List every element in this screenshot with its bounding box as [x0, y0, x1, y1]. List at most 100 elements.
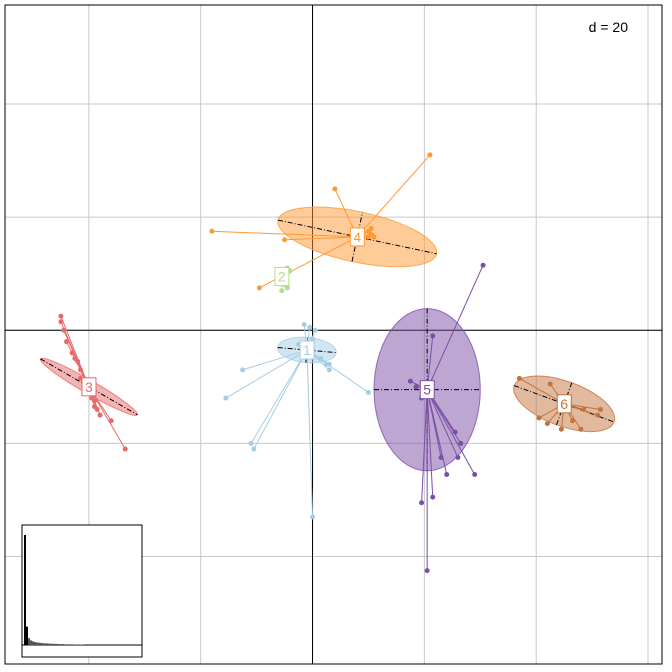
data-point-2 — [279, 288, 285, 294]
data-point-5 — [472, 472, 478, 478]
data-point-1 — [326, 367, 332, 373]
data-point-5 — [480, 262, 486, 268]
eigenvalue-bar — [52, 643, 54, 645]
data-point-5 — [455, 455, 461, 461]
data-point-1 — [248, 440, 254, 446]
star-line-1 — [250, 349, 308, 444]
data-point-6 — [536, 415, 542, 421]
data-point-3 — [89, 395, 95, 401]
eigenvalue-bar — [28, 638, 30, 645]
data-point-1 — [307, 324, 313, 330]
data-point-1 — [365, 389, 371, 395]
ellipse-axis-major — [351, 212, 363, 262]
data-point-5 — [407, 378, 413, 384]
data-point-3 — [72, 356, 78, 362]
eigenvalue-bar — [62, 644, 64, 645]
data-point-4 — [371, 234, 377, 240]
star-line-5 — [426, 389, 476, 475]
data-point-5 — [430, 494, 436, 500]
data-point-5 — [452, 429, 458, 435]
data-point-6 — [570, 418, 576, 424]
plot-border — [4, 4, 663, 665]
eigenvalue-bar — [30, 640, 32, 645]
eigenvalue-bar — [50, 643, 52, 645]
data-point-1 — [223, 395, 229, 401]
data-point-3 — [91, 404, 97, 410]
eigenvalue-bar — [58, 644, 60, 645]
axes-lines — [5, 5, 662, 664]
eigenvalue-bar — [60, 644, 62, 645]
data-point-1 — [251, 446, 257, 452]
star-line-1 — [253, 349, 308, 450]
data-point-5 — [444, 472, 450, 478]
eigenvalue-bar — [44, 643, 46, 645]
star-line-5 — [426, 389, 434, 498]
data-point-1 — [326, 361, 332, 367]
data-point-3 — [58, 319, 64, 325]
data-point-4 — [427, 152, 433, 158]
data-point-1 — [310, 514, 316, 520]
data-point-5 — [438, 455, 444, 461]
group-label-text-3: 3 — [85, 379, 93, 395]
data-point-4 — [332, 186, 338, 192]
data-point-1 — [301, 322, 307, 328]
data-point-3 — [58, 313, 64, 319]
star-line-1 — [225, 349, 308, 399]
data-point-3 — [64, 339, 70, 345]
data-point-1 — [240, 367, 246, 373]
eigenvalue-bar — [40, 642, 42, 645]
data-point-1 — [310, 336, 316, 342]
data-point-3 — [122, 446, 128, 452]
data-point-4 — [282, 237, 288, 243]
data-point-6 — [547, 381, 553, 387]
data-point-4 — [368, 225, 374, 231]
eigenvalue-bar — [46, 643, 48, 645]
star-line-5 — [421, 389, 428, 503]
data-point-3 — [77, 367, 83, 373]
ellipse-axis-minor — [40, 358, 138, 416]
data-point-6 — [544, 421, 550, 427]
group-label-box-2 — [274, 267, 290, 287]
group-ellipses — [39, 206, 616, 472]
data-point-4 — [209, 228, 215, 234]
data-point-5 — [458, 440, 464, 446]
data-point-3 — [108, 418, 114, 424]
star-line-4 — [284, 236, 358, 241]
data-point-3 — [97, 412, 103, 418]
data-point-3 — [69, 350, 75, 356]
eigenvalue-bars — [22, 535, 142, 646]
eigenvalue-bar — [36, 642, 38, 645]
data-point-5 — [419, 500, 425, 506]
star-line-1 — [242, 349, 308, 371]
eigenvalue-bar — [64, 644, 66, 645]
group-label-text-2: 2 — [278, 269, 286, 285]
eigenvalue-bar — [56, 643, 58, 645]
eigenvalue-bar — [32, 641, 34, 645]
group-label-text-1: 1 — [303, 342, 311, 358]
group-label-box-5 — [419, 380, 435, 400]
data-point-6 — [558, 426, 564, 432]
star-line-4 — [211, 230, 358, 238]
eigenvalue-bar — [42, 643, 44, 645]
star-line-5 — [426, 389, 459, 458]
data-point-4 — [256, 285, 262, 291]
star-line-1 — [306, 350, 314, 517]
eigenvalue-bar — [34, 642, 36, 645]
eigenvalue-bar — [24, 535, 26, 645]
data-point-5 — [430, 333, 436, 339]
group-label-text-6: 6 — [560, 396, 568, 412]
data-point-5 — [413, 384, 419, 390]
group-label-box-4 — [349, 227, 365, 247]
star-line-5 — [426, 389, 448, 475]
data-point-6 — [581, 406, 587, 412]
data-point-1 — [318, 356, 324, 362]
data-point-6 — [578, 426, 584, 432]
eigenvalue-inset-frame — [21, 524, 143, 658]
data-point-3 — [61, 327, 67, 333]
star-line-5 — [426, 265, 484, 390]
group-label-box-1 — [299, 340, 315, 360]
group-label-text-5: 5 — [423, 382, 431, 398]
group-labels: 1 2 3 4 5 6 — [81, 227, 572, 414]
eigenvalue-inset — [21, 524, 143, 658]
